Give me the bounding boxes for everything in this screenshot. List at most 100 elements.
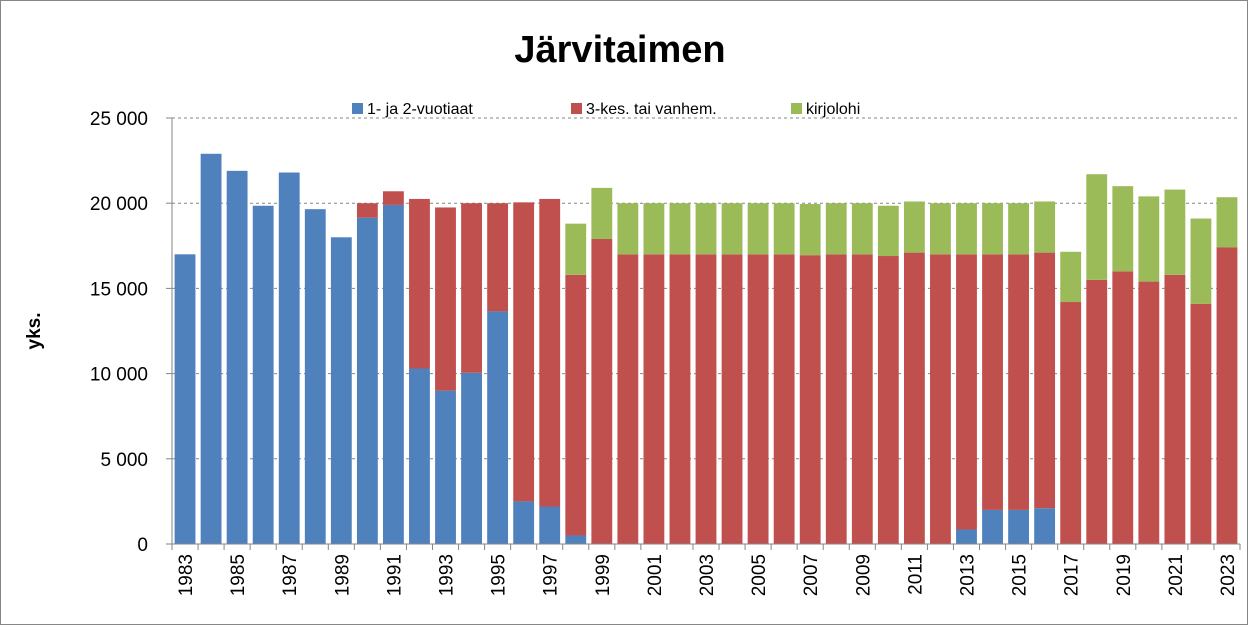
bar bbox=[487, 311, 509, 544]
bar bbox=[461, 372, 482, 544]
bar bbox=[382, 204, 404, 545]
bar bbox=[956, 203, 977, 255]
bar bbox=[435, 207, 456, 391]
bar bbox=[539, 198, 561, 507]
bar bbox=[591, 187, 613, 239]
bar bbox=[669, 203, 691, 255]
bar bbox=[851, 254, 873, 544]
bar bbox=[695, 203, 717, 255]
bar bbox=[1138, 196, 1160, 282]
bar bbox=[409, 368, 430, 544]
y-tick-label: 0 bbox=[137, 535, 148, 556]
bar bbox=[1112, 186, 1134, 272]
bar bbox=[304, 209, 326, 544]
bar bbox=[773, 254, 795, 544]
bar bbox=[539, 506, 561, 544]
bar bbox=[903, 201, 925, 253]
bar bbox=[982, 203, 1003, 255]
bar bbox=[877, 205, 899, 257]
x-tick-label: 2015 bbox=[1010, 554, 1031, 596]
legend-swatch bbox=[352, 103, 363, 114]
bar bbox=[409, 198, 430, 369]
x-tick-label: 2009 bbox=[853, 554, 874, 596]
x-tick-label: 2001 bbox=[645, 554, 666, 596]
x-tick-label: 1983 bbox=[176, 554, 197, 596]
x-tick-label: 2011 bbox=[905, 554, 926, 595]
bar bbox=[643, 203, 665, 255]
bar bbox=[1216, 197, 1238, 248]
x-tick-label: 1991 bbox=[384, 554, 405, 596]
bar bbox=[669, 254, 691, 544]
bar bbox=[747, 254, 769, 544]
bar bbox=[1034, 508, 1056, 544]
y-tick-label: 15 000 bbox=[90, 279, 148, 300]
x-tick-label: 1989 bbox=[332, 554, 353, 596]
y-tick-label: 25 000 bbox=[90, 109, 148, 130]
bar bbox=[330, 237, 352, 544]
bar bbox=[982, 509, 1003, 544]
x-tick-label: 2021 bbox=[1166, 554, 1187, 596]
bar bbox=[1034, 201, 1056, 253]
bar bbox=[461, 203, 482, 373]
bar bbox=[956, 254, 977, 530]
x-tick-label: 1999 bbox=[593, 554, 614, 596]
bar bbox=[825, 203, 847, 255]
bar bbox=[799, 204, 821, 256]
y-tick-label: 5 000 bbox=[100, 450, 148, 471]
bar bbox=[851, 203, 873, 255]
x-tick-label: 2003 bbox=[697, 554, 718, 596]
bar bbox=[930, 203, 951, 255]
bar bbox=[1216, 247, 1238, 544]
bar bbox=[200, 153, 222, 544]
x-tick-label: 1987 bbox=[280, 554, 301, 596]
y-tick-label: 20 000 bbox=[90, 194, 148, 215]
bar bbox=[356, 217, 378, 544]
bar bbox=[513, 501, 535, 544]
bar bbox=[1060, 251, 1082, 303]
bar bbox=[982, 254, 1003, 510]
legend-swatch bbox=[571, 103, 582, 114]
bar bbox=[1138, 281, 1160, 544]
bar bbox=[747, 203, 769, 255]
bar bbox=[643, 254, 665, 544]
bar bbox=[903, 252, 925, 544]
bar bbox=[1008, 203, 1030, 255]
x-tick-label: 2007 bbox=[801, 554, 822, 596]
y-axis-label: yks. bbox=[24, 313, 45, 350]
bar bbox=[1190, 303, 1212, 544]
bar bbox=[356, 203, 378, 218]
x-tick-label: 2017 bbox=[1062, 554, 1083, 596]
bar bbox=[721, 203, 743, 255]
bar bbox=[565, 223, 587, 275]
legend-label: 1- ja 2-vuotiaat bbox=[367, 101, 473, 118]
bar bbox=[278, 172, 300, 544]
bar bbox=[174, 254, 196, 544]
bar bbox=[773, 203, 795, 255]
x-tick-label: 1985 bbox=[228, 554, 249, 596]
bar bbox=[1190, 218, 1212, 304]
bar bbox=[226, 170, 248, 544]
x-tick-label: 2019 bbox=[1114, 554, 1135, 596]
bar bbox=[930, 254, 951, 544]
bar bbox=[591, 238, 613, 544]
bar bbox=[1008, 509, 1030, 544]
bar bbox=[1164, 189, 1186, 275]
bar bbox=[435, 390, 456, 544]
x-tick-label: 1995 bbox=[489, 554, 510, 596]
legend-swatch bbox=[791, 103, 802, 114]
bar bbox=[487, 203, 509, 312]
bar bbox=[721, 254, 743, 544]
x-tick-label: 1997 bbox=[541, 554, 562, 596]
chart-title: Järvitaimen bbox=[514, 29, 725, 71]
bar bbox=[1164, 274, 1186, 544]
bar bbox=[513, 202, 535, 502]
bar bbox=[877, 256, 899, 544]
bar bbox=[252, 205, 274, 545]
bar bbox=[825, 254, 847, 544]
bar bbox=[1086, 279, 1108, 544]
bar bbox=[617, 203, 639, 255]
legend-label: 3-kes. tai vanhem. bbox=[586, 101, 717, 118]
legend-label: kirjolohi bbox=[806, 101, 860, 118]
x-tick-label: 1993 bbox=[437, 554, 458, 596]
